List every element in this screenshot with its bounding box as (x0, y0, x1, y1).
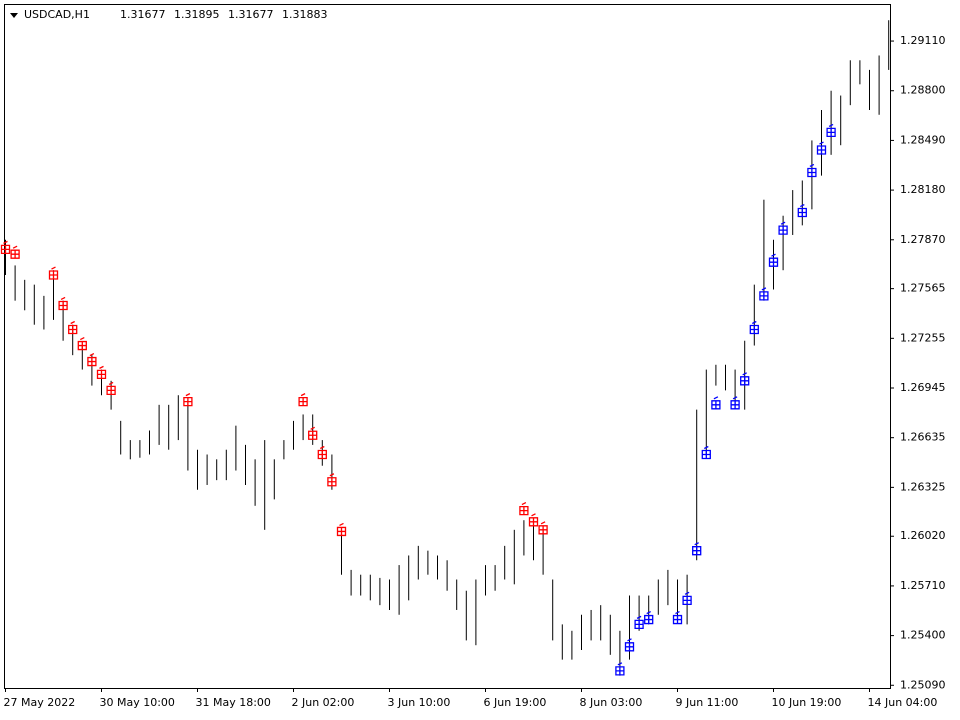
signal-marker (87, 352, 97, 367)
signal-marker (634, 615, 644, 630)
x-tick-label: 3 Jun 10:00 (388, 696, 451, 709)
symbol: USDCAD,H1 (24, 8, 90, 21)
signal-marker (826, 123, 836, 138)
y-tick-label: 1.25710 (900, 579, 946, 592)
signal-marker (528, 513, 539, 527)
signal-marker (48, 266, 59, 280)
signal-marker (740, 372, 750, 386)
signal-marker (0, 240, 11, 255)
signal-marker (519, 502, 529, 516)
x-tick-label: 6 Jun 19:00 (484, 696, 547, 709)
x-tick-label: 27 May 2022 (4, 696, 76, 709)
signal-marker (317, 445, 327, 460)
x-tick-label: 14 Jun 04:00 (868, 696, 938, 709)
y-tick-label: 1.27565 (900, 282, 946, 295)
y-tick-label: 1.26945 (900, 381, 946, 394)
x-tick-label: 9 Jun 11:00 (676, 696, 739, 709)
x-tick-label: 10 Jun 19:00 (772, 696, 842, 709)
signal-marker (749, 320, 759, 335)
y-tick-label: 1.25090 (900, 678, 946, 691)
menu-arrow[interactable] (10, 13, 18, 18)
signal-marker (106, 381, 116, 396)
signal-marker (58, 296, 68, 311)
signal-marker (759, 287, 769, 301)
signal-marker (778, 221, 788, 235)
quote-high: 1.31895 (174, 8, 220, 21)
y-tick-label: 1.28800 (900, 84, 946, 97)
signal-marker (615, 662, 625, 676)
y-tick-label: 1.29110 (900, 34, 946, 47)
x-tick-label: 31 May 18:00 (196, 696, 271, 709)
signal-marker (183, 393, 193, 407)
quote-close: 1.31883 (282, 8, 328, 21)
y-tick-label: 1.25400 (900, 629, 946, 642)
signal-marker (96, 365, 107, 380)
x-tick-label: 8 Jun 03:00 (580, 696, 643, 709)
signal-marker (682, 591, 692, 605)
signal-marker (308, 426, 318, 440)
signal-marker (816, 141, 827, 155)
signal-marker (692, 542, 702, 556)
signal-marker (68, 320, 78, 335)
y-tick-label: 1.28180 (900, 183, 946, 196)
signal-marker (701, 445, 711, 460)
y-tick-label: 1.26325 (900, 480, 946, 493)
signal-marker (624, 638, 635, 652)
signal-marker (538, 521, 548, 535)
signal-marker (768, 253, 779, 267)
y-tick-label: 1.27255 (900, 331, 946, 344)
signal-marker (672, 610, 683, 625)
y-tick-label: 1.26020 (900, 529, 946, 542)
quote-low: 1.31677 (228, 8, 274, 21)
signal-marker (807, 163, 817, 178)
y-tick-label: 1.26635 (900, 431, 946, 444)
signal-marker (298, 393, 308, 407)
quote-open: 1.31677 (120, 8, 166, 21)
x-tick-label: 30 May 10:00 (100, 696, 175, 709)
signal-marker (730, 396, 740, 410)
signal-marker (336, 522, 347, 537)
signal-marker (644, 610, 654, 625)
x-tick-label: 2 Jun 02:00 (292, 696, 355, 709)
signal-marker (711, 396, 721, 410)
signal-marker (797, 203, 807, 218)
y-tick-label: 1.28490 (900, 133, 946, 146)
signal-marker (10, 245, 20, 259)
signal-marker (77, 336, 87, 351)
y-tick-label: 1.27870 (900, 233, 946, 246)
signal-marker (327, 473, 337, 487)
